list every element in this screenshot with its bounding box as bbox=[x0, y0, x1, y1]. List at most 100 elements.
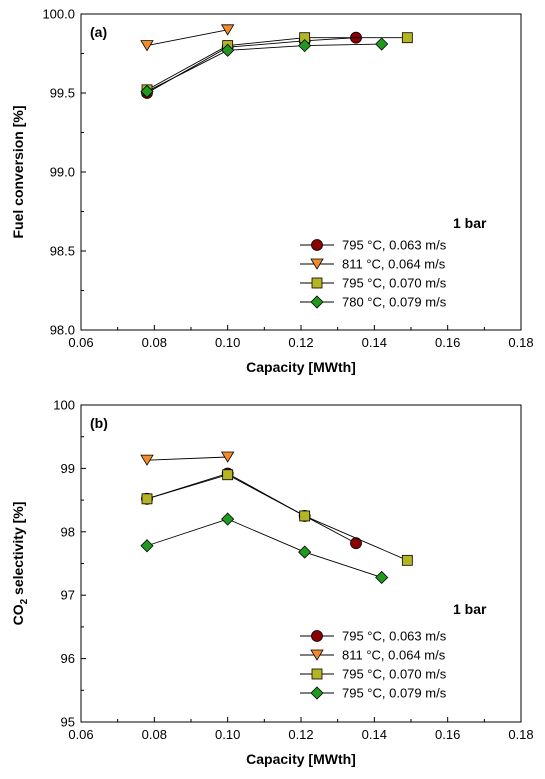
x-tick-label: 0.10 bbox=[215, 335, 240, 350]
legend-label: 780 °C, 0.079 m/s bbox=[342, 295, 447, 310]
condition-annotation: 1 bar bbox=[453, 215, 487, 231]
data-point bbox=[220, 24, 235, 36]
legend-entry: 795 °C, 0.070 m/s bbox=[300, 667, 447, 682]
series-line bbox=[146, 472, 357, 544]
y-axis-label: CO2 selectivity [%] bbox=[10, 502, 30, 626]
x-tick-label: 0.06 bbox=[68, 335, 93, 350]
x-tick-label: 0.12 bbox=[288, 335, 313, 350]
legend-label: 795 °C, 0.070 m/s bbox=[342, 667, 447, 682]
legend-marker bbox=[311, 668, 323, 680]
panel-label: (b) bbox=[90, 415, 108, 431]
series-1 bbox=[140, 24, 235, 52]
series-line bbox=[146, 37, 357, 94]
x-tick-label: 0.10 bbox=[215, 727, 240, 742]
x-axis: 0.06 0.08 0.10 0.12 0.14 0.16 0.18 bbox=[68, 717, 534, 742]
data-point bbox=[140, 539, 154, 553]
legend-entry: 795 °C, 0.070 m/s bbox=[300, 276, 447, 291]
data-point bbox=[141, 493, 153, 505]
legend-entry: 795 °C, 0.079 m/s bbox=[300, 686, 447, 701]
x-tick-label: 0.18 bbox=[508, 335, 533, 350]
legend-label: 795 °C, 0.063 m/s bbox=[342, 629, 447, 644]
y-tick-label: 95 bbox=[61, 715, 75, 730]
x-tick-label: 0.14 bbox=[362, 727, 387, 742]
series-line bbox=[146, 29, 228, 47]
legend-label: 811 °C, 0.064 m/s bbox=[342, 648, 446, 663]
condition-annotation: 1 bar bbox=[453, 601, 487, 617]
data-point bbox=[299, 510, 311, 522]
y-tick-label: 100 bbox=[53, 398, 75, 413]
y-tick-label: 98 bbox=[61, 524, 75, 539]
y-axis-label-rest: selectivity [%] bbox=[10, 502, 26, 599]
legend-marker bbox=[310, 258, 324, 270]
data-point bbox=[140, 84, 154, 98]
legend-label: 811 °C, 0.064 m/s bbox=[342, 257, 446, 272]
data-point bbox=[401, 554, 413, 566]
y-tick-label: 98.5 bbox=[50, 244, 75, 259]
data-point bbox=[221, 512, 235, 526]
x-tick-label: 0.06 bbox=[68, 727, 93, 742]
panel-label: (a) bbox=[90, 24, 107, 40]
data-point bbox=[298, 39, 312, 53]
x-tick-label: 0.08 bbox=[142, 727, 167, 742]
legend-marker bbox=[310, 686, 324, 700]
legend-label: 795 °C, 0.079 m/s bbox=[342, 686, 447, 701]
data-point bbox=[222, 469, 234, 481]
series-2 bbox=[141, 469, 413, 566]
legend-entry: 811 °C, 0.064 m/s bbox=[300, 257, 446, 272]
x-axis-label: Capacity [MWth] bbox=[246, 751, 356, 767]
chart-panel-a: 0.06 0.08 0.10 0.12 0.14 0.16 0.18 Capacity [MW… bbox=[10, 7, 534, 376]
x-axis-label: Capacity [MWth] bbox=[246, 359, 356, 375]
series-line bbox=[146, 456, 228, 461]
y-axis-label-subscript: 2 bbox=[19, 598, 30, 604]
x-tick-label: 0.12 bbox=[288, 727, 313, 742]
data-point bbox=[140, 40, 154, 52]
data-point bbox=[298, 545, 312, 559]
chart-panel-b: 0.06 0.08 0.10 0.12 0.14 0.16 0.18 Capacity [MW… bbox=[10, 398, 534, 768]
legend-label: 795 °C, 0.063 m/s bbox=[342, 238, 447, 253]
y-tick-label: 100.0 bbox=[42, 7, 75, 22]
y-axis-label-main: CO bbox=[10, 604, 26, 625]
series-line bbox=[146, 43, 382, 92]
data-point bbox=[375, 37, 389, 51]
x-tick-label: 0.18 bbox=[508, 727, 533, 742]
x-axis: 0.06 0.08 0.10 0.12 0.14 0.16 0.18 bbox=[68, 325, 534, 350]
series-3 bbox=[140, 512, 389, 585]
data-point bbox=[375, 570, 389, 585]
x-tick-label: 0.08 bbox=[142, 335, 167, 350]
x-tick-label: 0.16 bbox=[435, 727, 460, 742]
series-line bbox=[146, 518, 382, 578]
legend-label: 795 °C, 0.070 m/s bbox=[342, 276, 447, 291]
y-tick-label: 99.5 bbox=[50, 86, 75, 101]
y-tick-label: 96 bbox=[61, 651, 75, 666]
x-tick-label: 0.14 bbox=[362, 335, 387, 350]
legend: 795 °C, 0.063 m/s 811 °C, 0.064 m/s 795 °C… bbox=[300, 629, 447, 701]
data-point bbox=[401, 32, 413, 44]
x-tick-label: 0.16 bbox=[435, 335, 460, 350]
legend-entry: 795 °C, 0.063 m/s bbox=[300, 238, 447, 253]
y-axis-label: Fuel conversion [%] bbox=[10, 105, 26, 238]
series-line bbox=[146, 37, 408, 91]
y-axis: 98.0 98.5 99.0 99.5 100.0 bbox=[42, 7, 86, 338]
legend-entry: 811 °C, 0.064 m/s bbox=[300, 648, 446, 663]
series-1 bbox=[140, 451, 235, 466]
y-tick-label: 97 bbox=[61, 588, 75, 603]
y-axis: 95 96 97 98 99 100 bbox=[53, 398, 86, 730]
legend-entry: 795 °C, 0.063 m/s bbox=[300, 629, 447, 644]
series-2 bbox=[141, 32, 413, 96]
legend-marker bbox=[310, 649, 324, 661]
y-tick-label: 98.0 bbox=[50, 323, 75, 338]
series-0 bbox=[141, 31, 362, 99]
data-point bbox=[140, 454, 154, 466]
legend-marker bbox=[310, 295, 324, 309]
legend-marker bbox=[311, 239, 323, 251]
series-line bbox=[146, 474, 408, 561]
legend-marker bbox=[311, 630, 323, 642]
series-3 bbox=[140, 37, 389, 98]
data-point bbox=[221, 43, 235, 57]
y-tick-label: 99.0 bbox=[50, 165, 75, 180]
data-point bbox=[220, 451, 235, 463]
legend-marker bbox=[311, 277, 323, 289]
y-tick-label: 99 bbox=[61, 461, 75, 476]
legend: 795 °C, 0.063 m/s 811 °C, 0.064 m/s 795 °C… bbox=[300, 238, 447, 310]
